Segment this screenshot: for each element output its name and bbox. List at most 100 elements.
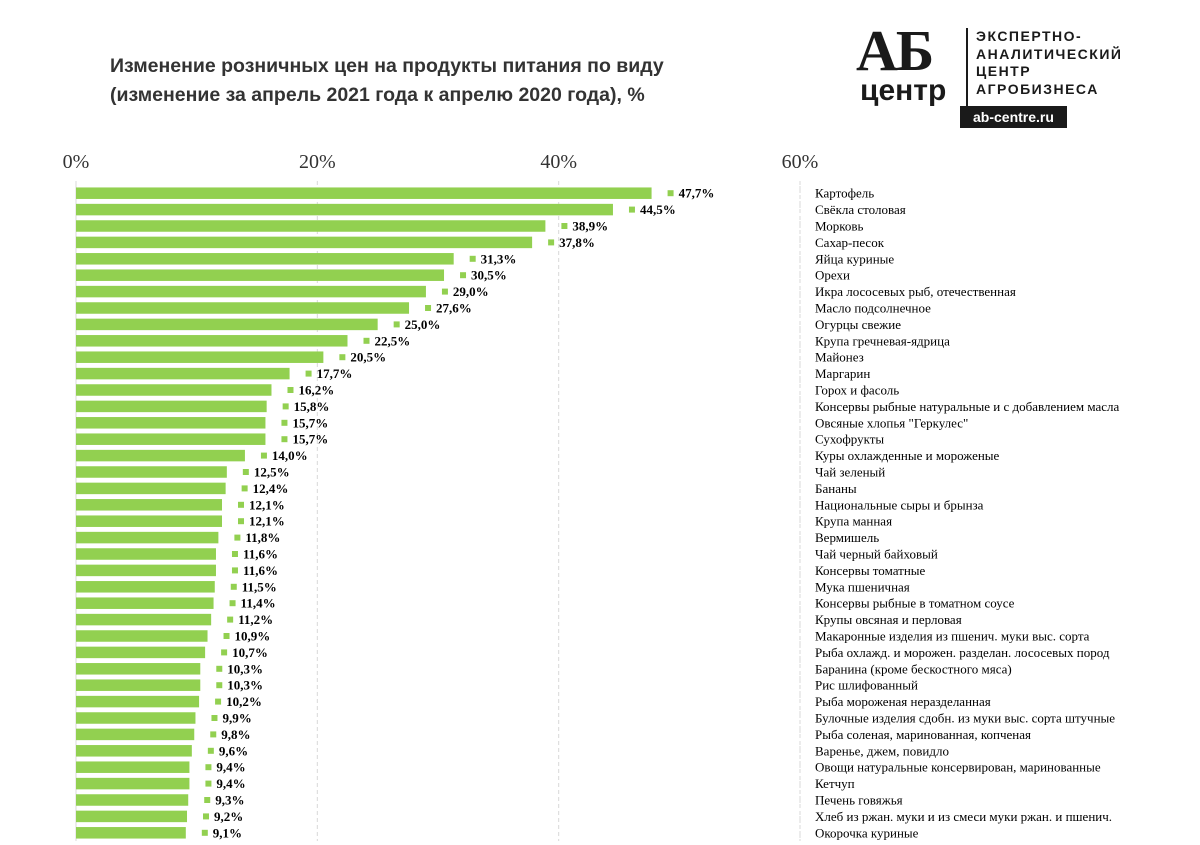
bar [76, 335, 348, 347]
bar [76, 302, 410, 314]
value-marker [241, 485, 248, 492]
value-marker [628, 206, 635, 213]
value-marker [211, 715, 218, 721]
value-marker [216, 682, 223, 689]
bar [76, 531, 219, 544]
category-label: Масло подсолнечное [815, 301, 931, 316]
value-marker [667, 190, 674, 197]
category-label: Свёкла столовая [815, 202, 906, 217]
bar [76, 646, 206, 659]
value-marker [204, 797, 211, 803]
category-label: Сахар-песок [815, 235, 885, 250]
value-label: 9,2% [214, 809, 243, 824]
value-label: 10,9% [235, 629, 271, 644]
category-label: Майонез [815, 350, 864, 365]
value-label: 9,6% [219, 743, 248, 758]
value-label: 25,0% [405, 317, 441, 332]
bar [76, 761, 190, 773]
bar [76, 220, 546, 232]
bar [76, 712, 196, 724]
logo-org-line2: АНАЛИТИЧЕСКИЙ [976, 45, 1123, 62]
category-label: Вермишель [815, 530, 879, 545]
bar [76, 499, 223, 511]
category-label: Баранина (кроме бескостного мяса) [815, 661, 1012, 676]
category-label: Чай черный байховый [815, 547, 938, 562]
value-label: 38,9% [572, 219, 608, 234]
chart-title: Изменение розничных цен на продукты пита… [110, 52, 750, 110]
value-label: 12,4% [253, 481, 289, 496]
bar [76, 269, 445, 281]
bar [76, 745, 192, 757]
value-marker [363, 337, 370, 344]
value-label: 14,0% [272, 448, 308, 463]
logo-org-line1: ЭКСПЕРТНО- [976, 28, 1083, 44]
bar [76, 433, 266, 445]
bar [76, 613, 212, 626]
bar [76, 449, 245, 462]
value-label: 15,7% [292, 432, 328, 447]
category-label: Крупы овсяная и перловая [815, 612, 962, 627]
value-label: 20,5% [350, 350, 386, 365]
value-label: 17,7% [317, 366, 353, 381]
value-marker [425, 305, 432, 311]
bar [76, 253, 454, 265]
category-label: Крупа гречневая-ядрица [815, 333, 950, 348]
logo-org-line3: ЦЕНТР [976, 63, 1032, 79]
bar [76, 318, 378, 331]
bar [76, 695, 200, 708]
category-label: Консервы томатные [815, 563, 926, 578]
bar [76, 597, 214, 609]
bar [76, 663, 201, 675]
logo-centr: центр [860, 74, 947, 107]
category-label: Икра лососевых рыб, отечественная [815, 284, 1016, 299]
value-marker [287, 387, 294, 393]
value-marker [205, 780, 212, 787]
category-label: Овсяные хлопья "Геркулес" [815, 415, 968, 430]
chart-title-line2: (изменение за апрель 2021 года к апрелю … [110, 84, 645, 106]
category-label: Горох и фасоль [815, 383, 899, 398]
value-label: 11,8% [245, 530, 280, 545]
value-label: 10,2% [226, 694, 262, 709]
value-marker [441, 288, 448, 295]
bar [76, 285, 426, 298]
bar [76, 777, 190, 790]
value-marker [460, 272, 467, 279]
bar [76, 728, 195, 741]
bar [76, 810, 188, 823]
category-label: Куры охлажденные и мороженые [815, 448, 1000, 463]
value-marker [305, 370, 312, 377]
value-marker [548, 239, 555, 246]
x-tick-label: 20% [299, 151, 336, 173]
value-marker [229, 600, 236, 607]
value-marker [281, 419, 288, 426]
value-marker [238, 518, 245, 525]
value-label: 47,7% [679, 186, 715, 201]
value-label: 44,5% [640, 202, 676, 217]
category-label: Рыба мороженая неразделанная [815, 694, 991, 709]
value-label: 30,5% [471, 268, 507, 283]
category-label: Макаронные изделия из пшенич. муки выс. … [815, 629, 1090, 644]
value-marker [207, 747, 214, 754]
value-label: 11,4% [241, 596, 276, 611]
value-label: 10,3% [227, 678, 263, 693]
bar [76, 679, 201, 691]
logo-mark: АБ [856, 18, 934, 83]
value-marker [238, 501, 245, 508]
bar [76, 515, 223, 527]
value-marker [201, 829, 208, 836]
value-marker [339, 354, 346, 361]
value-marker [231, 567, 238, 574]
value-marker [469, 255, 476, 262]
bar [76, 581, 215, 593]
category-label: Огурцы свежие [815, 317, 901, 332]
category-label: Рыба соленая, маринованная, копченая [815, 727, 1031, 742]
category-label: Национальные сыры и брынза [815, 497, 984, 512]
value-label: 15,8% [294, 399, 330, 414]
value-label: 11,6% [243, 547, 278, 562]
value-marker [203, 813, 210, 820]
value-marker [260, 452, 267, 459]
bar [76, 482, 226, 495]
value-marker [216, 665, 223, 672]
category-label: Маргарин [815, 366, 870, 381]
category-label: Мука пшеничная [815, 579, 910, 594]
